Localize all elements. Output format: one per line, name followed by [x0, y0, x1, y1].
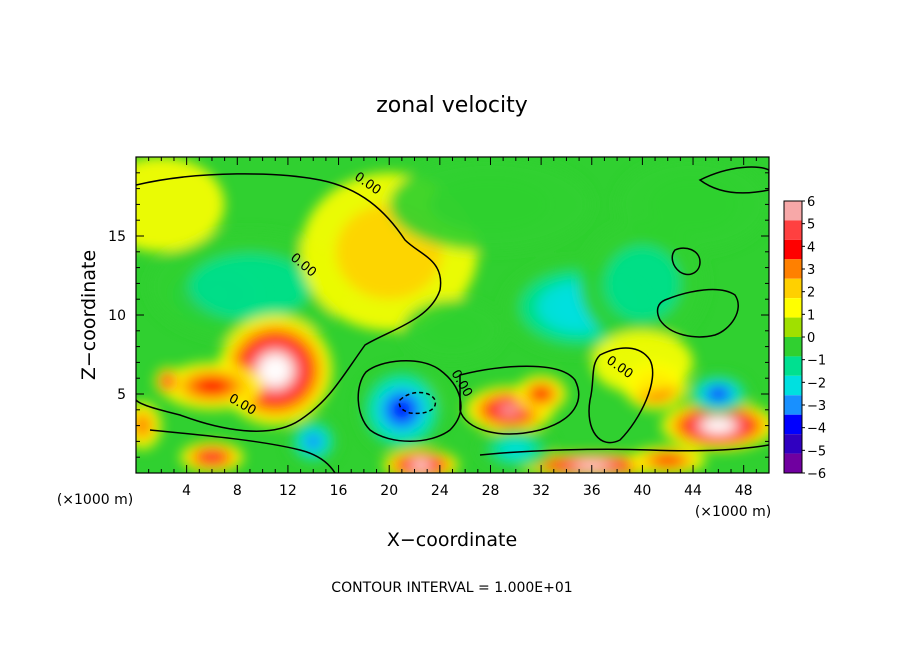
y-tick-label: 15	[108, 229, 126, 245]
colorbar-label: −4	[807, 422, 826, 437]
colorbar-label: 1	[807, 308, 815, 323]
field-blob	[136, 415, 151, 436]
colorbar-label: 3	[807, 263, 815, 278]
contour-line	[398, 391, 437, 415]
x-unit-right: (×1000 m)	[695, 504, 771, 520]
x-tick-label: 36	[583, 483, 601, 499]
field-blob	[422, 311, 483, 350]
x-axis-label: X−coordinate	[387, 529, 517, 551]
x-axis-ticks: 4 8 12 16 20 24 28 32 36 40 44 48	[148, 157, 757, 499]
colorbar-swatch	[784, 220, 802, 240]
contour-line	[588, 347, 654, 444]
field-blob	[164, 377, 172, 386]
x-tick-label: 48	[735, 483, 753, 499]
field-blob	[304, 433, 322, 450]
y-axis-ticks: 5 10 15	[108, 172, 769, 458]
contour-line	[136, 173, 442, 432]
colorbar-label: −3	[807, 399, 826, 414]
colorbar-swatch	[784, 414, 802, 435]
y-axis-label: Z−coordinate	[78, 250, 100, 380]
x-tick-label: 4	[182, 483, 191, 499]
colorbar-label: 5	[807, 218, 815, 233]
colorbar-label: 2	[807, 286, 815, 301]
field-blob	[647, 175, 739, 233]
x-tick-label: 24	[431, 483, 449, 499]
x-unit-left: (×1000 m)	[57, 492, 133, 508]
y-tick-label: 10	[108, 308, 126, 324]
field-blob	[195, 378, 229, 394]
contour-line	[656, 288, 739, 338]
colorbar-swatch	[784, 337, 802, 357]
colorbar-swatch	[784, 259, 802, 279]
field-blob	[709, 388, 727, 400]
field-blob	[203, 452, 221, 462]
colorbar-swatch	[784, 375, 802, 396]
x-tick-label: 12	[279, 483, 297, 499]
contour-interval-note: CONTOUR INTERVAL = 1.000E+01	[331, 580, 572, 596]
colorbar-swatch	[784, 239, 802, 260]
colorbar: 6 5 4 3 2 1 0 −1 −2 −3 −4 −5 −6	[783, 195, 826, 482]
colorbar-swatch	[784, 278, 802, 299]
plot-area: 0.00 0.00 0.00 0.00 0.00	[136, 157, 769, 473]
field-blob	[591, 330, 694, 394]
contour-line	[698, 166, 769, 194]
colorbar-swatch	[784, 434, 802, 454]
x-tick-label: 28	[482, 483, 500, 499]
y-tick-label: 5	[117, 387, 126, 403]
field-blob	[532, 387, 550, 401]
field-blob	[499, 440, 533, 459]
field-blob	[189, 253, 311, 320]
field-blob	[265, 360, 286, 381]
colorbar-label: −6	[807, 467, 826, 482]
colorbar-swatch	[784, 317, 802, 337]
colorbar-label: −2	[807, 376, 826, 391]
contour-line	[479, 444, 769, 456]
field-blob	[655, 455, 681, 466]
contour-line	[671, 247, 701, 276]
colorbar-label: 0	[807, 331, 815, 346]
field-blob	[604, 245, 681, 322]
velocity-field	[136, 157, 769, 473]
x-tick-label: 32	[532, 483, 550, 499]
colorbar-label: −1	[807, 354, 826, 369]
colorbar-label: −5	[807, 444, 826, 459]
x-tick-label: 44	[684, 483, 702, 499]
colorbar-label: 6	[807, 195, 815, 210]
contour-line	[149, 429, 336, 473]
field-blob	[499, 404, 520, 416]
colorbar-swatch	[784, 201, 802, 221]
x-tick-label: 8	[233, 483, 242, 499]
colorbar-swatch	[784, 356, 802, 376]
field-blob	[708, 421, 729, 431]
x-tick-label: 40	[633, 483, 651, 499]
colorbar-label: 4	[807, 240, 815, 255]
colorbar-swatch	[784, 453, 802, 473]
x-tick-label: 20	[380, 483, 398, 499]
contour-line	[459, 365, 580, 435]
field-blob	[429, 175, 552, 233]
chart-title: zonal velocity	[376, 93, 528, 118]
colorbar-swatch	[784, 298, 802, 318]
contour-line	[357, 360, 462, 442]
zero-contours	[136, 166, 769, 473]
colorbar-swatch	[784, 395, 802, 415]
x-tick-label: 16	[330, 483, 348, 499]
field-blob	[413, 461, 429, 469]
